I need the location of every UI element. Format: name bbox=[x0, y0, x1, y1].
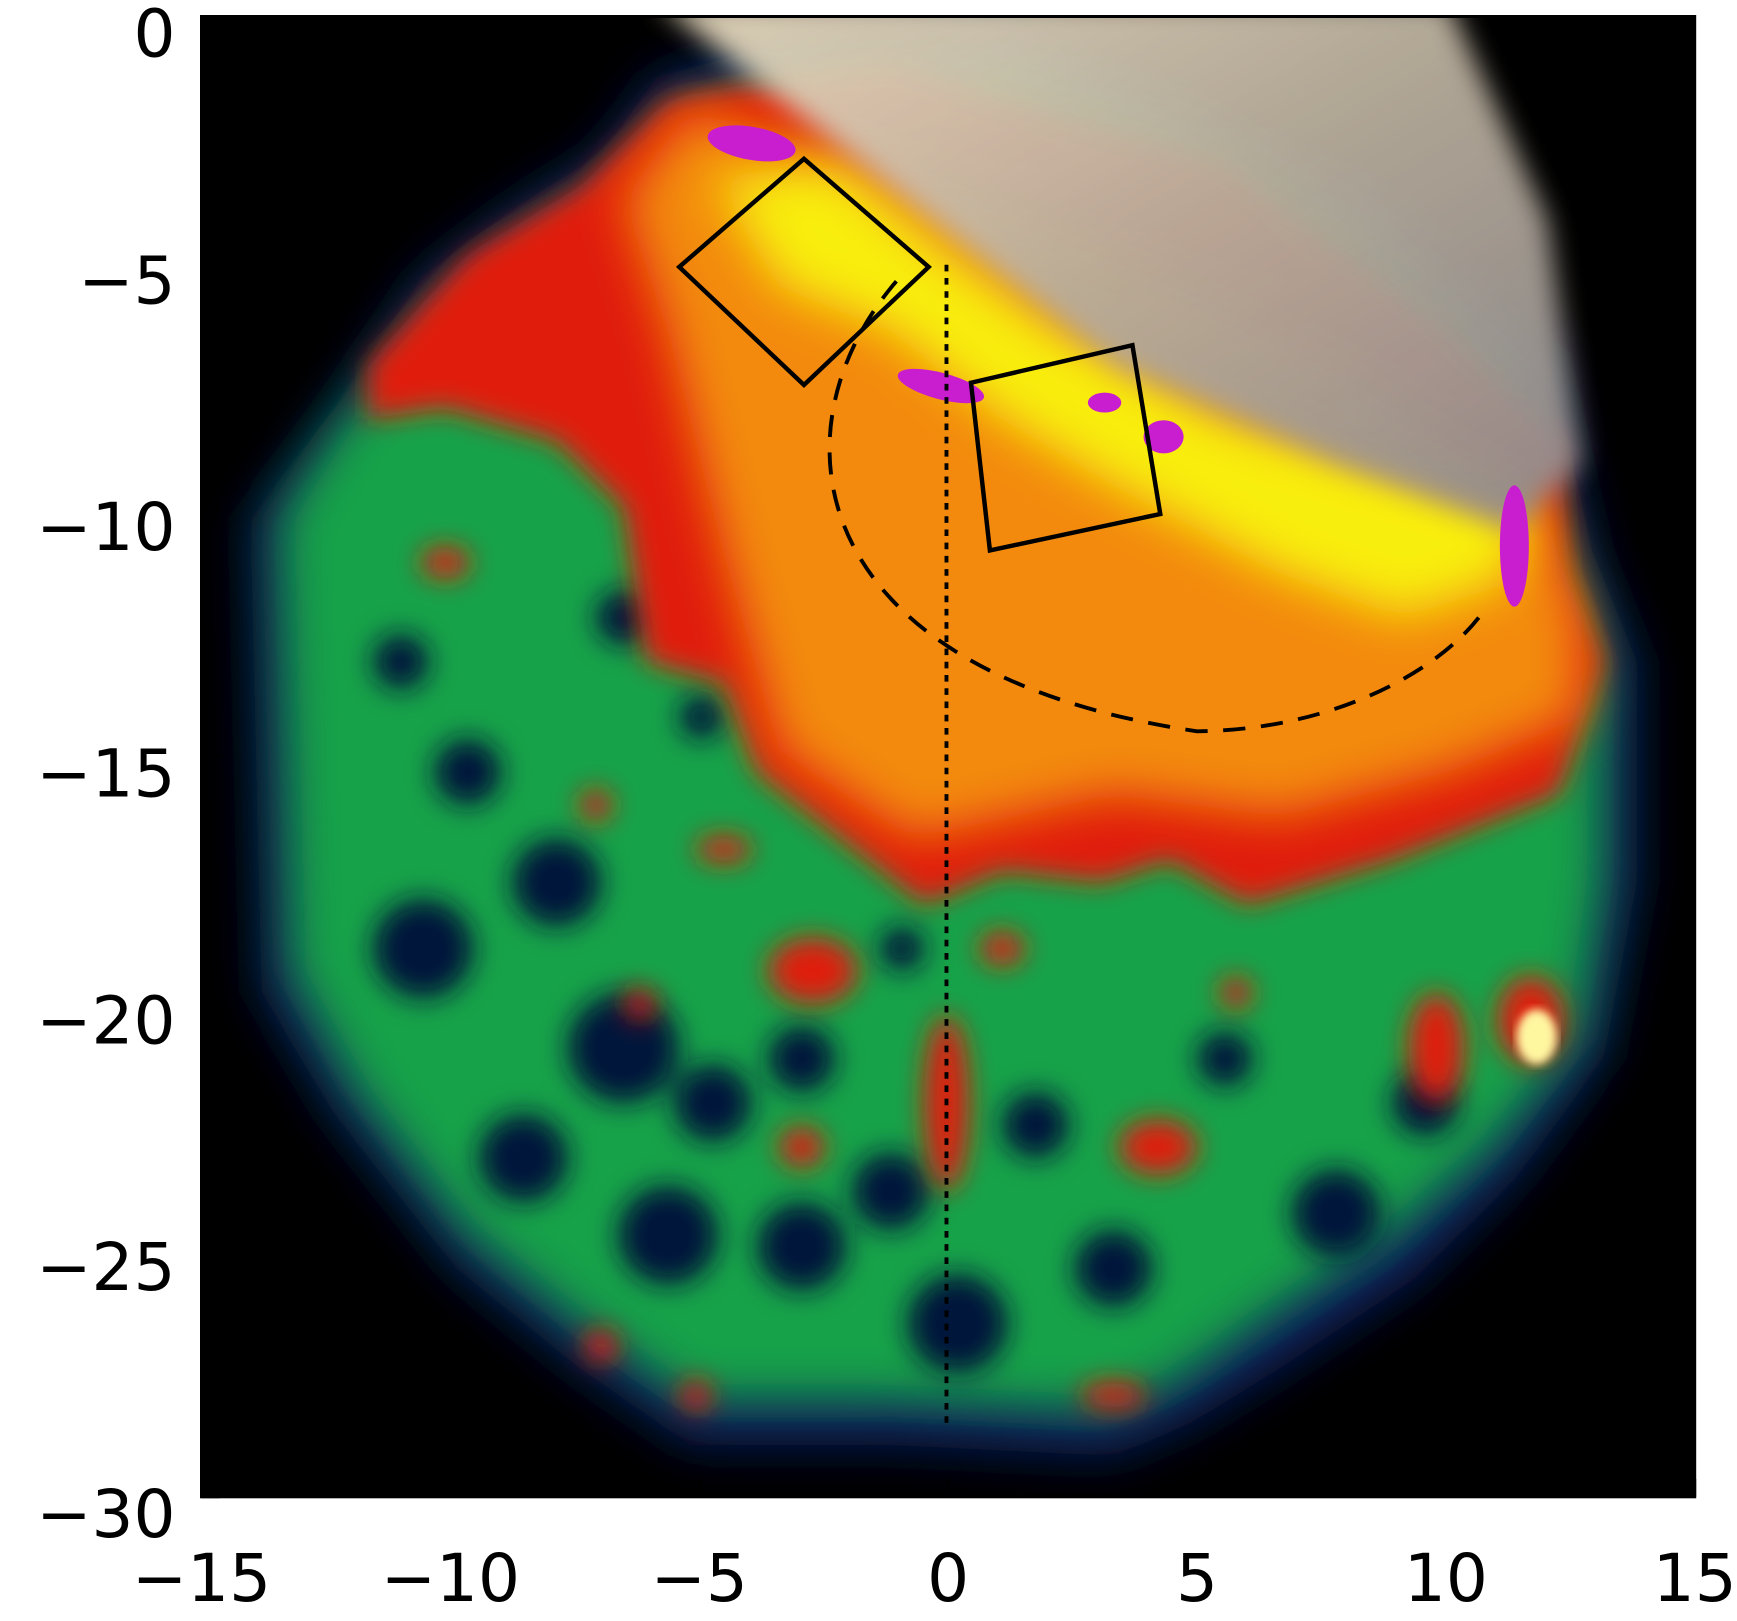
y-tick-label: −25 bbox=[36, 1229, 175, 1306]
x-tick-label: 5 bbox=[1176, 1540, 1218, 1617]
bright-spot bbox=[1517, 1009, 1557, 1064]
x-tick-label: 0 bbox=[927, 1540, 969, 1617]
x-tick-label: −5 bbox=[651, 1540, 748, 1617]
y-tick-label: 0 bbox=[134, 0, 176, 73]
y-tick-label: −15 bbox=[36, 736, 175, 813]
image bbox=[202, 0, 1695, 1497]
y-tick-label: −30 bbox=[36, 1476, 175, 1553]
chart: −15−10−50510150−5−10−15−20−25−30 bbox=[0, 0, 1737, 1621]
x-tick-label: −10 bbox=[381, 1540, 520, 1617]
x-tick-label: 10 bbox=[1404, 1540, 1488, 1617]
x-tick-label: 15 bbox=[1653, 1540, 1737, 1617]
y-tick-label: −20 bbox=[36, 982, 175, 1059]
y-tick-label: −10 bbox=[36, 489, 175, 566]
y-tick-label: −5 bbox=[78, 242, 175, 319]
